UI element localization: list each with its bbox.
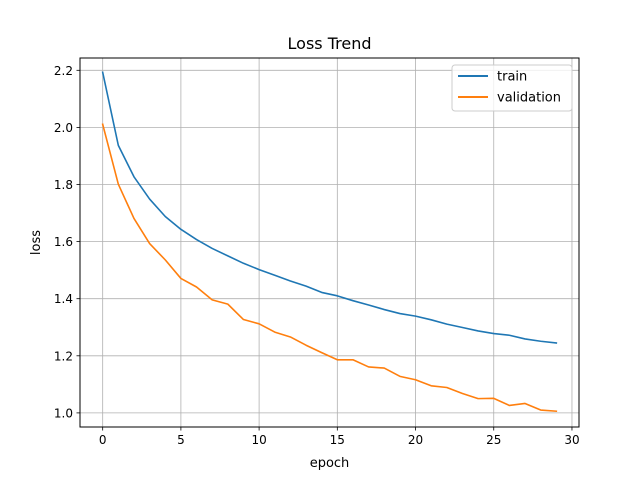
x-tick-label: 25 [486,433,501,447]
y-tick-label: 1.8 [54,178,73,192]
x-tick-label: 20 [408,433,423,447]
y-tick-label: 1.0 [54,406,73,420]
legend: train validation [451,64,573,112]
y-axis-label: loss [29,230,44,255]
y-tick-label: 2.2 [54,64,73,78]
y-tick-label: 1.6 [54,235,73,249]
grid [80,58,579,427]
legend-label-validation: validation [497,91,561,106]
x-tick-label: 10 [251,433,266,447]
ticks: 0 5 10 15 20 25 30 1.0 1.2 1.4 1.6 1.8 2.0 2.2 [54,64,580,447]
x-tick-label: 15 [330,433,345,447]
series-line-train [101,71,558,344]
series-layer [101,71,558,413]
chart-title: Loss Trend [288,34,372,53]
y-tick-label: 1.2 [54,349,73,363]
legend-label-train: train [497,70,527,85]
y-tick-label: 2.0 [54,121,73,135]
axes-frame [79,57,580,428]
x-tick-label: 0 [99,433,107,447]
y-tick-label: 1.4 [54,292,73,306]
series-line-validation [101,123,558,413]
x-tick-label: 30 [564,433,579,447]
x-axis-label: epoch [310,456,350,471]
x-tick-label: 5 [177,433,185,447]
